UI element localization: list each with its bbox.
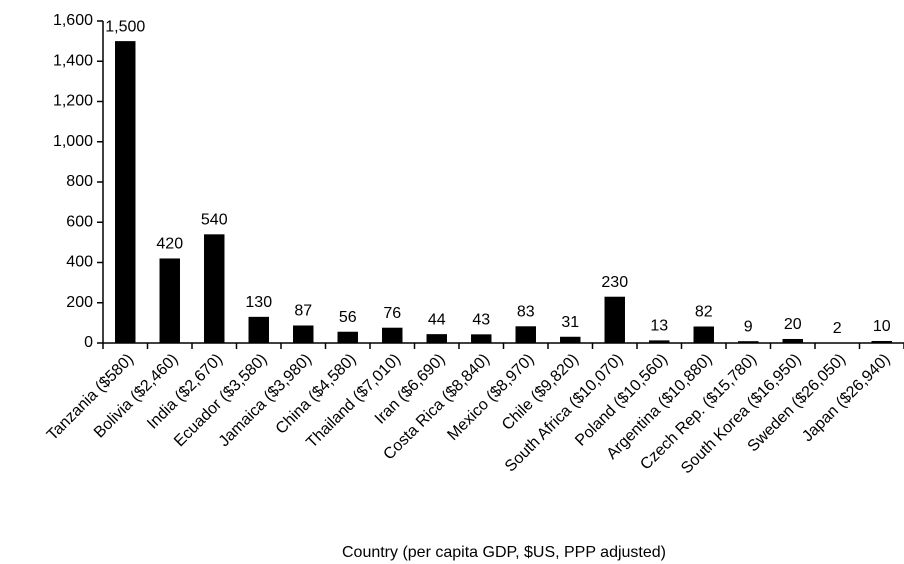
bar [871, 340, 892, 343]
y-tick-label: 600 [66, 213, 93, 230]
x-tick-label: China ($4,580) [273, 351, 360, 438]
y-tick-label: 1,600 [53, 12, 93, 29]
bar [738, 341, 759, 343]
bar [471, 334, 492, 343]
data-label: 76 [383, 305, 401, 322]
y-tick-label: 800 [66, 173, 93, 190]
data-label: 13 [650, 318, 668, 335]
data-label: 540 [201, 212, 228, 229]
data-label: 44 [428, 311, 446, 328]
bar [293, 325, 314, 343]
data-label: 43 [472, 312, 490, 329]
x-axis-title: Country (per capita GDP, $US, PPP adjust… [342, 544, 666, 561]
data-label: 1,500 [105, 18, 145, 35]
bar [693, 326, 714, 343]
data-label: 230 [601, 274, 628, 291]
data-label: 10 [873, 318, 891, 335]
data-label: 420 [156, 236, 183, 253]
bar [604, 296, 625, 343]
bar [248, 316, 269, 343]
bar [515, 326, 536, 343]
data-label: 83 [517, 304, 535, 321]
bar [159, 258, 180, 343]
data-label: 9 [744, 318, 753, 335]
x-tick-label: Chile ($9,820) [499, 351, 582, 434]
bar [382, 327, 403, 343]
y-tick-label: 0 [84, 334, 93, 351]
data-label: 130 [245, 294, 272, 311]
bar [560, 336, 581, 343]
y-tick-label: 1,200 [53, 93, 93, 110]
y-tick-label: 200 [66, 294, 93, 311]
bar [782, 338, 803, 343]
bar [115, 41, 136, 343]
data-label: 2 [833, 320, 842, 337]
data-label: 31 [561, 314, 579, 331]
bar [426, 334, 447, 343]
y-tick-label: 400 [66, 254, 93, 271]
y-tick-label: 1,000 [53, 133, 93, 150]
data-label: 82 [695, 304, 713, 321]
bar [337, 331, 358, 343]
data-label: 56 [339, 309, 357, 326]
data-label: 20 [784, 316, 802, 333]
bar [649, 340, 670, 343]
y-tick-label: 1,400 [53, 52, 93, 69]
data-label: 87 [294, 303, 312, 320]
bar [204, 234, 225, 343]
